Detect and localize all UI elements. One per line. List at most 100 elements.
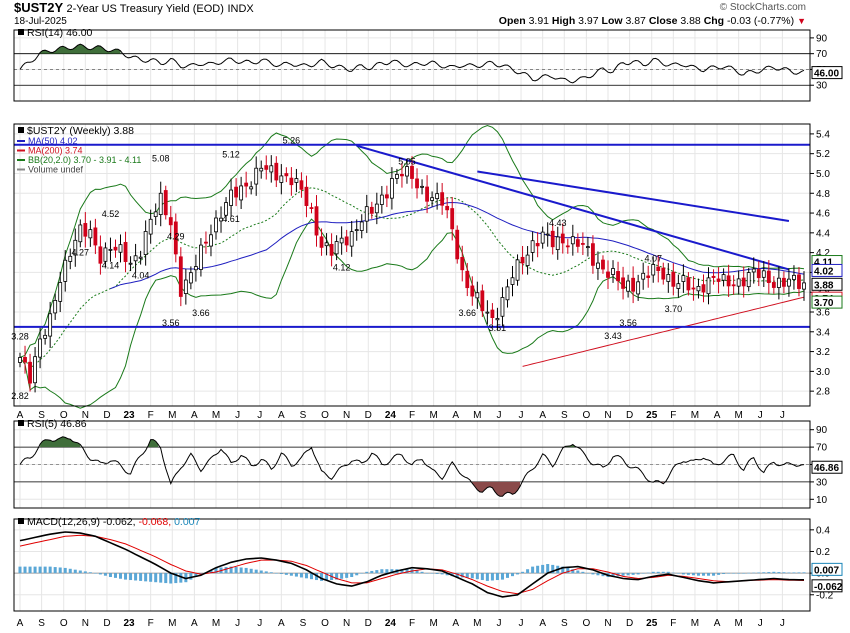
candle-body — [676, 283, 681, 289]
macd-histogram-bar — [566, 567, 570, 574]
macd-histogram-bar — [400, 569, 404, 574]
candle-body — [435, 193, 440, 200]
candle-body — [681, 275, 686, 282]
candle-body — [570, 236, 575, 245]
macd-x-label: 23 — [123, 618, 135, 629]
price-x-label: J — [519, 410, 524, 421]
macd-histogram-bar — [546, 564, 550, 574]
candle-body — [103, 247, 108, 262]
price-annotation: 3.56 — [619, 318, 637, 328]
macd-x-label: O — [321, 618, 329, 629]
candle-body — [254, 167, 259, 185]
macd-x-label: F — [148, 618, 154, 629]
rsi14-last-value-box — [811, 66, 843, 80]
candle-body — [234, 186, 239, 198]
macd-title-part: MACD(12,26,9) -0.062, — [27, 516, 138, 528]
legend-label: MA(200) 3.74 — [28, 146, 83, 156]
candle-body — [470, 285, 475, 297]
macd-x-label: M — [168, 618, 176, 629]
macd-histogram-bar — [596, 573, 600, 576]
candle-body — [616, 271, 620, 282]
candle-body — [108, 248, 113, 251]
candle-body — [410, 165, 414, 179]
macd-x-label: J — [780, 618, 785, 629]
price-tick-label: 4.8 — [816, 189, 830, 200]
candle-body — [304, 186, 309, 206]
price-x-label: F — [409, 410, 415, 421]
macd-title-part: 0.007 — [174, 516, 200, 528]
macd-histogram-bar — [299, 573, 303, 578]
candle-body — [259, 167, 264, 172]
macd-histogram-bar — [782, 572, 786, 574]
date-label: 18-Jul-2025 — [14, 16, 67, 27]
price-tick-label: 3.0 — [816, 367, 830, 378]
candle-body — [18, 357, 22, 363]
price-x-label: M — [473, 410, 481, 421]
candle-body — [339, 237, 344, 244]
candle-body — [661, 267, 666, 280]
high-value: 3.97 — [578, 15, 599, 27]
price-x-label: S — [300, 410, 307, 421]
candle-body — [440, 192, 445, 206]
chg-value: -0.03 (-0.77%) — [727, 15, 795, 27]
price-x-label: J — [257, 410, 262, 421]
macd-histogram-bar — [511, 573, 515, 577]
macd-x-label: J — [519, 618, 524, 629]
macd-histogram-bar — [707, 573, 711, 576]
macd-histogram-bar — [571, 569, 575, 574]
candle-body — [113, 246, 118, 251]
price-annotation: 4.12 — [333, 263, 351, 273]
candle-body — [364, 206, 369, 222]
candle-body — [319, 236, 324, 248]
macd-histogram-bar — [651, 571, 655, 574]
macd-histogram-bar — [420, 571, 424, 574]
price-x-label: J — [758, 410, 763, 421]
price-annotation: 4.43 — [549, 218, 567, 228]
price-tick-label: 5.2 — [816, 149, 830, 160]
candle-body — [294, 178, 299, 183]
price-x-label: D — [365, 410, 372, 421]
candle-body — [485, 311, 490, 314]
candle-body — [621, 277, 625, 289]
macd-histogram-bar — [88, 572, 92, 574]
price-annotation: 5.26 — [283, 136, 301, 146]
macd-histogram-bar — [83, 571, 87, 574]
macd-histogram-bar — [33, 566, 37, 574]
candle-body — [596, 262, 600, 269]
candle-body — [249, 186, 254, 190]
macd-tick-label: 0.4 — [816, 525, 830, 536]
exchange-label: INDX — [227, 3, 254, 15]
macd-histogram-bar — [747, 572, 751, 574]
price-tick-label: 4.2 — [816, 248, 830, 259]
price-x-label: D — [626, 410, 633, 421]
candle-body — [520, 256, 525, 264]
macd-tick-label: -0.2 — [816, 590, 834, 601]
macd-x-label: M — [691, 618, 699, 629]
candle-body — [420, 185, 424, 188]
candle-body — [279, 175, 284, 183]
candle-body — [510, 277, 515, 285]
macd-histogram-bar — [470, 573, 474, 579]
rsi14-tick-label: 30 — [816, 81, 828, 92]
candle-body — [756, 269, 761, 279]
price-x-label: M — [212, 410, 220, 421]
macd-histogram-bar — [561, 566, 565, 574]
price-x-label: O — [60, 410, 68, 421]
candle-body — [374, 203, 379, 214]
macd-histogram-bar — [656, 571, 660, 574]
price-tick-label: 5.4 — [816, 129, 830, 140]
macd-title: MACD(12,26,9) -0.062, -0.068, 0.007 — [27, 516, 201, 528]
candle-body — [354, 229, 359, 232]
candle-body — [565, 245, 570, 248]
macd-histogram-bar — [480, 573, 484, 581]
macd-histogram-bar — [234, 567, 238, 574]
candle-body — [671, 271, 676, 287]
macd-histogram-bar — [53, 567, 57, 574]
candle-body — [209, 234, 213, 247]
price-right-label-box — [811, 263, 843, 277]
macd-histogram-bar — [73, 569, 77, 574]
macd-histogram-bar — [269, 572, 273, 574]
rsi5-legend-swatch — [18, 420, 24, 426]
candle-body — [530, 240, 535, 253]
macd-x-label: M — [212, 618, 220, 629]
